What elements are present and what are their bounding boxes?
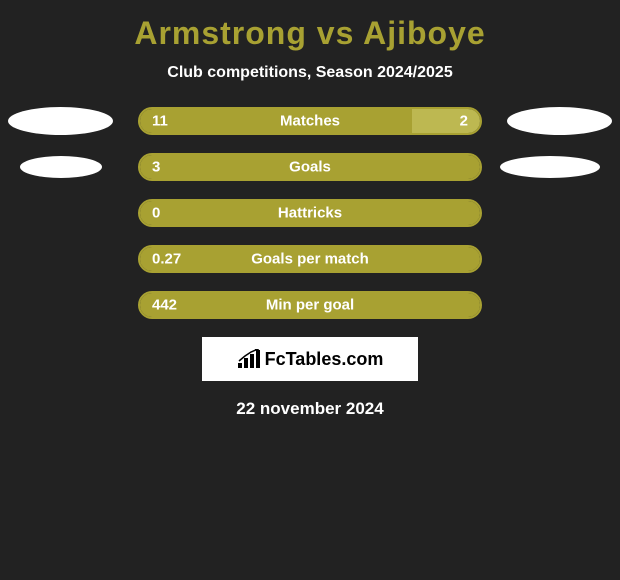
stat-row: 0 Hattricks	[0, 199, 620, 227]
logo-content: FcTables.com	[237, 349, 384, 370]
stat-value-right: 2	[460, 113, 468, 130]
stat-row: 3 Goals	[0, 153, 620, 181]
bar-segment-left	[140, 109, 412, 133]
stat-bar: 0 Hattricks	[138, 199, 482, 227]
stat-value-left: 11	[152, 113, 168, 130]
stat-value-left: 442	[152, 297, 177, 314]
bar-chart-icon	[237, 349, 261, 369]
stat-label: Matches	[280, 113, 340, 130]
date-text: 22 november 2024	[0, 399, 620, 419]
stat-bar: 3 Goals	[138, 153, 482, 181]
stat-bar: 442 Min per goal	[138, 291, 482, 319]
stat-value-left: 0	[152, 205, 160, 222]
stat-label: Min per goal	[266, 297, 354, 314]
page-title: Armstrong vs Ajiboye	[0, 15, 620, 52]
stats-area: 11 Matches 2 3 Goals 0 Hattricks 0.27 Goals per …	[0, 107, 620, 319]
stat-value-left: 0.27	[152, 251, 181, 268]
stat-bar: 11 Matches 2	[138, 107, 482, 135]
subtitle: Club competitions, Season 2024/2025	[0, 64, 620, 82]
main-container: Armstrong vs Ajiboye Club competitions, …	[0, 0, 620, 429]
stat-row: 442 Min per goal	[0, 291, 620, 319]
stat-row: 11 Matches 2	[0, 107, 620, 135]
stat-label: Hattricks	[278, 205, 342, 222]
avatar-left	[20, 156, 102, 178]
logo-text: FcTables.com	[265, 349, 384, 370]
avatar-right	[507, 107, 612, 135]
stat-label: Goals	[289, 159, 331, 176]
stat-value-left: 3	[152, 159, 160, 176]
avatar-right	[500, 156, 600, 178]
logo-box: FcTables.com	[202, 337, 418, 381]
stat-bar: 0.27 Goals per match	[138, 245, 482, 273]
stat-label: Goals per match	[251, 251, 369, 268]
avatar-left	[8, 107, 113, 135]
stat-row: 0.27 Goals per match	[0, 245, 620, 273]
bar-segment-right	[412, 109, 480, 133]
